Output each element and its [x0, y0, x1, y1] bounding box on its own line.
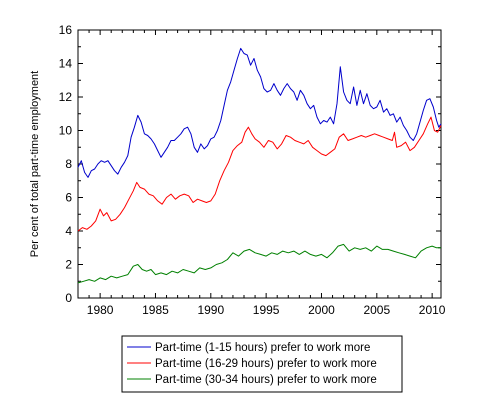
x-tick-label: 2005 — [363, 303, 390, 317]
y-tick-label: 16 — [59, 23, 73, 37]
y-tick-label: 12 — [59, 90, 73, 104]
y-tick-label: 8 — [65, 157, 72, 171]
legend-box — [121, 335, 403, 393]
series-line-1 — [77, 47, 442, 178]
x-tick-label: 1985 — [142, 303, 169, 317]
y-tick-label: 4 — [65, 224, 72, 238]
x-tick-label: 1995 — [253, 303, 280, 317]
series-line-2 — [77, 116, 442, 232]
y-axis-label: Per cent of total part-time employment — [29, 71, 41, 257]
y-tick-label: 6 — [65, 191, 72, 205]
legend-label-1: Part-time (1-15 hours) prefer to work mo… — [155, 342, 370, 354]
x-tick-label: 1990 — [197, 303, 224, 317]
y-tick-label: 2 — [65, 258, 72, 272]
x-tick-label: 1980 — [87, 303, 114, 317]
series-line-3 — [77, 243, 441, 284]
legend-label-3: Part-time (30-34 hours) prefer to work m… — [155, 374, 377, 386]
plot-area-frame — [77, 29, 442, 299]
legend-label-2: Part-time (16-29 hours) prefer to work m… — [155, 358, 377, 370]
y-tick-label: 10 — [59, 124, 73, 138]
x-tick-label: 2000 — [308, 303, 335, 317]
y-tick-label: 14 — [59, 57, 73, 71]
x-tick-label: 2010 — [419, 303, 446, 317]
y-tick-label: 0 — [65, 291, 72, 305]
